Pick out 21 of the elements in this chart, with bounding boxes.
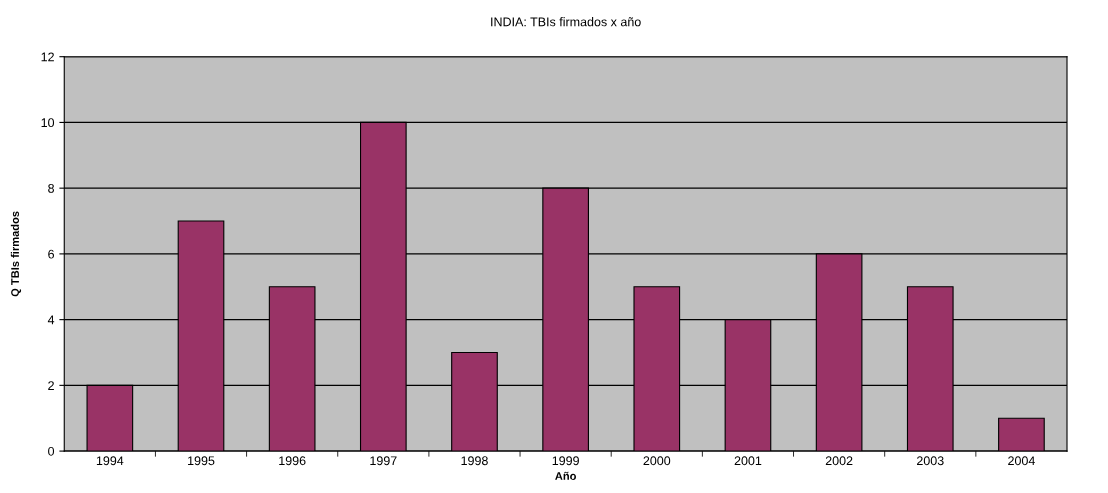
x-tick-label: 1997 (370, 456, 397, 466)
x-tick-label: 2002 (825, 456, 853, 466)
x-tick-label: 2004 (1008, 456, 1035, 466)
y-tick-label: 12 (41, 52, 54, 62)
y-tick-label: 6 (48, 249, 54, 259)
x-tick-label: 2003 (916, 456, 944, 466)
y-tick-label: 0 (48, 446, 55, 456)
y-tick-label: 2 (48, 381, 54, 390)
y-tick-label: 4 (47, 315, 55, 325)
x-tick-label: 2000 (643, 456, 671, 466)
x-tick-label: 1998 (461, 456, 488, 466)
chart-title: INDIA: TBIs firmados x año (491, 17, 641, 27)
x-tick-label: 1999 (552, 456, 579, 466)
y-tick-label: 8 (48, 183, 54, 193)
x-tick-label: 1994 (96, 456, 124, 466)
y-axis-title: Q TBIs firmados (10, 211, 22, 297)
y-tick-label: 10 (41, 118, 55, 128)
x-axis-title: Año (555, 471, 576, 480)
x-tick-label: 2001 (734, 456, 762, 466)
x-tick-label: 1995 (188, 456, 215, 466)
x-tick-label: 1996 (279, 456, 306, 466)
